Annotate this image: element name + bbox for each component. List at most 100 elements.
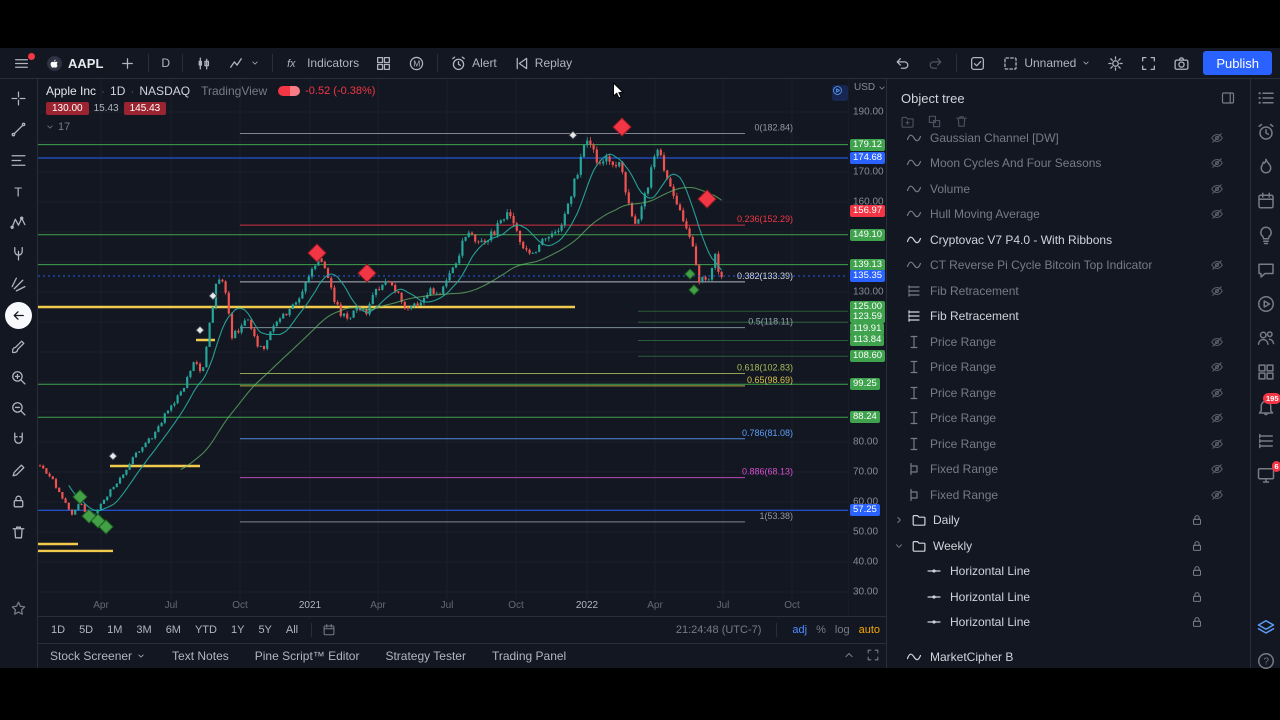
object-tree-item[interactable]: Cryptovac V7 P4.0 - With Ribbons [887, 227, 1250, 253]
notifications-icon[interactable]: 195 [1256, 392, 1280, 417]
object-tree-item[interactable]: Price Range [887, 355, 1250, 381]
layout-name-button[interactable]: Unnamed [995, 51, 1098, 75]
back-arrow-tool-button[interactable] [5, 302, 32, 329]
tab-trading-panel[interactable]: Trading Panel [492, 649, 566, 663]
my-ideas-icon[interactable] [1256, 225, 1276, 245]
tab-text-notes[interactable]: Text Notes [172, 649, 229, 663]
xabcd-pattern-tool-button[interactable] [5, 209, 32, 236]
chevron-right-icon[interactable] [893, 514, 905, 526]
scale-auto-button[interactable]: auto [858, 624, 880, 636]
go-to-date-button[interactable] [318, 618, 340, 642]
symbol-button[interactable]: AAPL [39, 51, 110, 75]
crosshair-tool-button[interactable] [5, 85, 32, 112]
timeframe-5d-button[interactable]: 5D [72, 622, 100, 638]
scale-percent-button[interactable]: % [816, 624, 826, 636]
timeframe-5y-button[interactable]: 5Y [251, 622, 278, 638]
text-tool-button[interactable]: T [5, 178, 32, 205]
fullscreen-button[interactable] [1133, 51, 1164, 75]
redo-button[interactable] [920, 51, 951, 75]
line-tools-menu-button[interactable] [221, 51, 267, 75]
timeframe-ytd-button[interactable]: YTD [188, 622, 224, 638]
fib-high-price-box[interactable]: 145.43 [123, 102, 167, 115]
publish-button[interactable]: Publish [1203, 51, 1272, 75]
brokers-icon[interactable]: 6 [1256, 461, 1280, 485]
snapshot-button[interactable] [1166, 51, 1197, 75]
legend-collapse-icon[interactable] [832, 85, 848, 101]
object-tree-item[interactable]: Horizontal Line [887, 610, 1250, 636]
object-tree-icon[interactable] [1256, 618, 1276, 638]
replay-button[interactable]: Replay [506, 51, 579, 75]
dom-icon[interactable] [1256, 431, 1276, 451]
visibility-eye-icon[interactable] [1210, 360, 1224, 374]
alert-button[interactable]: Alert [443, 51, 504, 75]
save-layout-button[interactable] [962, 51, 993, 75]
timeframe-6m-button[interactable]: 6M [159, 622, 188, 638]
object-tree-item[interactable]: Fib Retracement [887, 278, 1250, 304]
people-icon[interactable] [1256, 328, 1276, 348]
compare-add-button[interactable] [112, 51, 143, 75]
chevron-down-icon[interactable] [893, 540, 905, 552]
settings-button[interactable] [1100, 51, 1131, 75]
price-chart-canvas[interactable]: 0(182.84)0.236(152.29)0.382(133.39)0.5(1… [38, 79, 848, 616]
lock-tool-button[interactable] [5, 488, 32, 515]
currency-selector[interactable]: USD [854, 82, 887, 93]
object-tree-item[interactable]: Fixed Range [887, 457, 1250, 483]
object-tree-item[interactable]: MarketCipher B [887, 644, 1250, 668]
main-menu-button[interactable] [6, 51, 37, 75]
pencil-tool-button[interactable] [5, 457, 32, 484]
hotlists-icon[interactable] [1256, 157, 1276, 177]
object-tree-item[interactable]: Daily [887, 508, 1250, 534]
lock-icon[interactable] [1190, 615, 1204, 629]
object-tree-item[interactable]: Price Range [887, 431, 1250, 457]
brush-tool-button[interactable] [5, 333, 32, 360]
object-tree-item[interactable]: Gaussian Channel [DW] [887, 125, 1250, 151]
visibility-eye-icon[interactable] [1210, 335, 1224, 349]
help-icon[interactable]: ? [1256, 651, 1276, 671]
legend-exchange[interactable]: NASDAQ [139, 84, 191, 98]
timeframe-all-button[interactable]: All [279, 622, 305, 638]
zoom-in-tool-button[interactable] [5, 364, 32, 391]
group-selection-button[interactable] [927, 114, 942, 129]
panel-layout-icon[interactable] [1220, 90, 1236, 106]
visibility-eye-icon[interactable] [1210, 207, 1224, 221]
scale-adj-button[interactable]: adj [792, 624, 808, 636]
object-tree-item[interactable]: Fib Retracement [887, 304, 1250, 330]
interval-button[interactable]: D [154, 51, 177, 75]
timeframe-1m-button[interactable]: 1M [100, 622, 129, 638]
visibility-eye-icon[interactable] [1210, 131, 1224, 145]
screener-icon[interactable] [1256, 362, 1276, 382]
layout-grid-button[interactable] [368, 51, 399, 75]
chats-icon[interactable] [1256, 260, 1276, 280]
visibility-eye-icon[interactable] [1210, 411, 1224, 425]
undo-button[interactable] [887, 51, 918, 75]
scale-log-button[interactable]: log [834, 624, 850, 636]
indicator-templates-button[interactable]: M [401, 51, 432, 75]
object-tree-item[interactable]: Price Range [887, 406, 1250, 432]
object-tree-item[interactable]: Moon Cycles And Four Seasons [887, 151, 1250, 177]
object-tree-item[interactable]: Price Range [887, 380, 1250, 406]
visibility-eye-icon[interactable] [1210, 386, 1224, 400]
object-tree-item[interactable]: Price Range [887, 329, 1250, 355]
visibility-eye-icon[interactable] [1210, 284, 1224, 298]
alerts-icon[interactable] [1256, 122, 1276, 142]
object-tree-item[interactable]: Horizontal Line [887, 584, 1250, 610]
trash-tool-button[interactable] [5, 519, 32, 546]
object-tree-item[interactable]: Volume [887, 176, 1250, 202]
visibility-eye-icon[interactable] [1210, 488, 1224, 502]
tab-stock-screener[interactable]: Stock Screener [50, 649, 146, 663]
object-tree-item[interactable]: CT Reverse Pi Cycle Bitcoin Top Indicato… [887, 253, 1250, 279]
chart-style-button[interactable] [188, 51, 219, 75]
object-tree-item[interactable]: Weekly [887, 533, 1250, 559]
magnet-tool-button[interactable] [5, 426, 32, 453]
lock-icon[interactable] [1190, 564, 1204, 578]
watchlist-icon[interactable] [1256, 88, 1276, 108]
ideas-stream-icon[interactable] [1256, 294, 1276, 314]
legend-interval[interactable]: 1D [110, 84, 126, 98]
timeframe-3m-button[interactable]: 3M [129, 622, 158, 638]
calendar-icon[interactable] [1256, 191, 1276, 211]
lock-icon[interactable] [1190, 513, 1204, 527]
clock-label[interactable]: 21:24:48 (UTC-7) [675, 624, 762, 636]
visibility-eye-icon[interactable] [1210, 258, 1224, 272]
visibility-eye-icon[interactable] [1210, 156, 1224, 170]
visibility-eye-icon[interactable] [1210, 437, 1224, 451]
